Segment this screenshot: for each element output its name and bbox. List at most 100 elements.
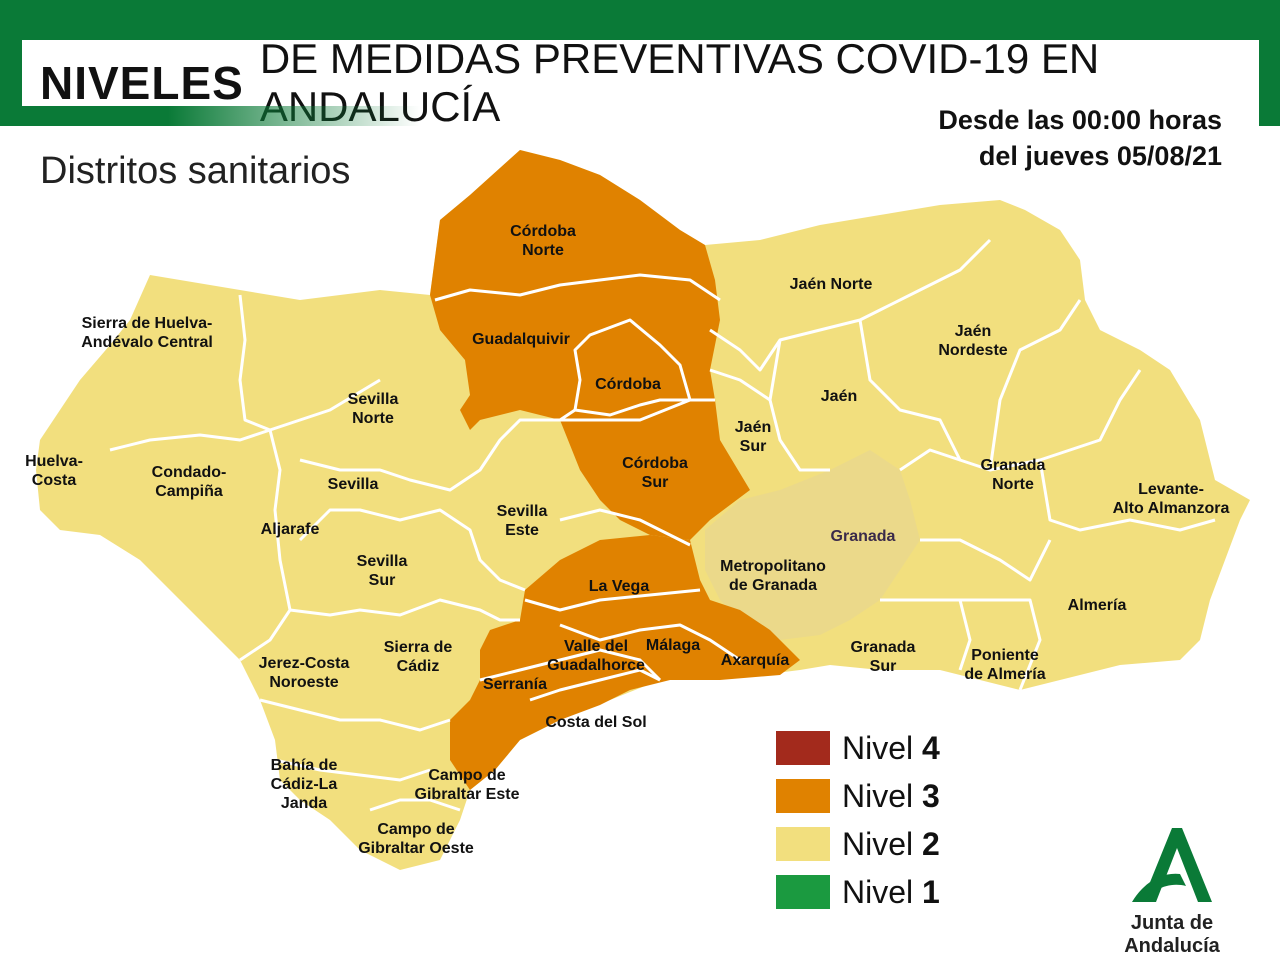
label-sevilla-este-2: Este [505,522,539,539]
label-valle-1: Valle del [564,638,628,655]
junta-andalucia-logo: Junta de Andalucía [1082,824,1262,957]
label-levante-2: Alto Almanzora [1113,500,1230,517]
label-la-vega: La Vega [589,578,650,595]
label-bahia-3: Janda [281,795,327,812]
district-group-cordoba-level3[interactable] [430,150,750,540]
label-axarquia: Axarquía [721,652,790,669]
label-jaen-nordeste-2: Nordeste [938,342,1007,359]
label-sierra-huelva-2: Andévalo Central [81,334,213,351]
svg-text:Sierra de Huelva-Andévalo Cent: Sierra de Huelva- Andévalo Central [81,315,213,351]
label-jerez-1: Jerez-Costa [259,655,350,672]
label-aljarafe: Aljarafe [261,521,320,538]
junta-andalucia-logo-text: Junta de Andalucía [1124,912,1220,957]
legend-label-nivel3: Nivel 3 [842,777,940,814]
legend-label-nivel4: Nivel 4 [842,729,940,766]
title-rest: DE MEDIDAS PREVENTIVAS COVID-19 EN ANDAL… [259,35,1100,130]
label-metro-granada-2: de Granada [729,577,817,594]
title-bold: NIVELES [40,57,244,109]
label-cordoba-norte-1: Córdoba [510,223,576,240]
legend-swatch-nivel1 [776,875,830,909]
label-sierra-cadiz-2: Cádiz [397,658,440,675]
legend-swatch-nivel4 [776,731,830,765]
label-granada-norte-1: Granada [981,457,1046,474]
label-condado-2: Campiña [155,483,223,500]
label-gib-oeste-2: Gibraltar Oeste [358,840,474,857]
label-jaen: Jaén [821,388,857,405]
map-subtitle: Distritos sanitarios [40,150,351,192]
label-cordoba-sur-2: Sur [642,474,669,491]
svg-text:Levante-Alto Almanzora: Levante- Alto Almanzora [1113,481,1230,517]
district-group-malaga-level3[interactable] [450,535,800,790]
label-valle-2: Guadalhorce [547,657,645,674]
label-sevilla-norte-2: Norte [352,410,394,427]
label-jaen-sur-2: Sur [740,438,767,455]
label-almeria: Almería [1068,597,1127,614]
label-huelva-costa-1: Huelva- [25,453,83,470]
label-sierra-huelva-1: Sierra de Huelva- [82,315,213,332]
label-jaen-norte: Jaén Norte [790,276,873,293]
label-gib-oeste-1: Campo de [377,821,454,838]
legend-swatch-nivel2 [776,827,830,861]
label-jaen-nordeste-1: Jaén [955,323,991,340]
label-condado-1: Condado- [152,464,227,481]
label-levante-1: Levante- [1138,481,1204,498]
label-bahia-2: Cádiz-La [271,776,338,793]
label-guadalquivir: Guadalquivir [472,331,570,348]
legend-item-nivel3: Nivel 3 [776,772,940,820]
label-jerez-2: Noroeste [269,674,338,691]
label-cordoba-norte-2: Norte [522,242,564,259]
label-metro-granada-1: Metropolitano [720,558,826,575]
junta-andalucia-logo-icon [1132,828,1212,902]
label-poniente-1: Poniente [971,647,1039,664]
legend: Nivel 4 Nivel 3 Nivel 2 Nivel 1 [776,724,940,916]
label-gib-este-2: Gibraltar Este [415,786,520,803]
label-poniente-2: de Almería [964,666,1045,683]
legend-swatch-nivel3 [776,779,830,813]
svg-text:Huelva-Costa: Huelva- Costa [25,453,83,489]
label-sevilla-norte-1: Sevilla [348,391,399,408]
district-labels: Córdoba Norte Guadalquivir Córdoba Córdob… [25,223,1229,857]
label-sierra-cadiz-1: Sierra de [384,639,453,656]
label-serrania: Serranía [483,676,547,693]
label-sevilla: Sevilla [328,476,379,493]
label-huelva-costa-2: Costa [32,472,77,489]
district-metro-granada[interactable] [705,450,920,640]
legend-item-nivel2: Nivel 2 [776,820,940,868]
date-line-1: Desde las 00:00 horas [938,105,1222,135]
legend-label-nivel1: Nivel 1 [842,873,940,910]
label-granada-city: Granada [831,528,896,545]
top-green-bar [0,0,1280,20]
label-sevilla-sur-2: Sur [369,572,396,589]
label-jaen-sur-1: Jaén [735,419,771,436]
label-granada-norte-2: Norte [992,476,1034,493]
svg-text:Condado-Campiña: Condado- Campiña [152,464,227,500]
district-borders [109,238,1216,812]
legend-item-nivel1: Nivel 1 [776,868,940,916]
label-cordoba: Córdoba [595,376,661,393]
label-malaga: Málaga [646,637,700,654]
title-fade-strip [0,106,420,126]
legend-label-nivel2: Nivel 2 [842,825,940,862]
label-sevilla-este-1: Sevilla [497,503,548,520]
label-cordoba-sur-1: Córdoba [622,455,688,472]
label-costa-del-sol: Costa del Sol [545,714,646,731]
legend-item-nivel4: Nivel 4 [776,724,940,772]
label-sevilla-sur-1: Sevilla [357,553,408,570]
